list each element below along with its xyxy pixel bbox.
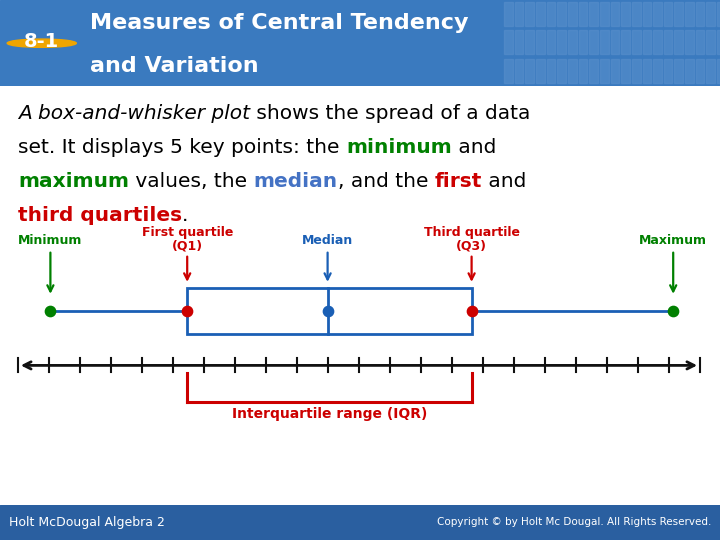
- Bar: [717, 30, 720, 55]
- Bar: [621, 59, 630, 83]
- Bar: [685, 59, 694, 83]
- Point: [181, 306, 193, 315]
- Bar: [579, 59, 588, 83]
- Text: (Q3): (Q3): [456, 240, 487, 253]
- Bar: [600, 30, 608, 55]
- Text: Maximum: Maximum: [639, 234, 707, 247]
- Bar: [579, 2, 588, 26]
- Text: .: .: [182, 206, 189, 225]
- Bar: [664, 59, 672, 83]
- Bar: [568, 59, 577, 83]
- Bar: [557, 59, 566, 83]
- Bar: [504, 59, 513, 83]
- Bar: [536, 30, 544, 55]
- Bar: [611, 30, 619, 55]
- Text: and: and: [482, 172, 526, 191]
- Point: [667, 306, 679, 315]
- Bar: [504, 30, 513, 55]
- Bar: [706, 2, 715, 26]
- Text: Third quartile: Third quartile: [423, 226, 520, 239]
- Text: maximum: maximum: [18, 172, 129, 191]
- Bar: [706, 30, 715, 55]
- Bar: [675, 2, 683, 26]
- Text: , and the: , and the: [338, 172, 434, 191]
- Bar: [546, 30, 555, 55]
- Text: Interquartile range (IQR): Interquartile range (IQR): [232, 407, 427, 421]
- Bar: [664, 2, 672, 26]
- Bar: [611, 2, 619, 26]
- Bar: [717, 2, 720, 26]
- Bar: [187, 288, 472, 334]
- Bar: [653, 59, 662, 83]
- Bar: [504, 2, 513, 26]
- Text: minimum: minimum: [346, 138, 451, 157]
- Bar: [642, 2, 651, 26]
- Bar: [696, 30, 704, 55]
- Text: shows the spread of a data: shows the spread of a data: [250, 104, 531, 123]
- Bar: [696, 2, 704, 26]
- Bar: [546, 59, 555, 83]
- Bar: [621, 2, 630, 26]
- Text: set. It displays 5 key points: the: set. It displays 5 key points: the: [18, 138, 346, 157]
- Bar: [589, 2, 598, 26]
- Bar: [632, 30, 641, 55]
- Bar: [717, 59, 720, 83]
- Text: 8-1: 8-1: [24, 32, 59, 51]
- Bar: [664, 30, 672, 55]
- Bar: [536, 59, 544, 83]
- Bar: [653, 2, 662, 26]
- Text: A: A: [18, 104, 38, 123]
- Bar: [546, 2, 555, 26]
- Bar: [536, 2, 544, 26]
- Text: and: and: [451, 138, 496, 157]
- Text: third quartiles: third quartiles: [18, 206, 182, 225]
- Text: First quartile: First quartile: [142, 226, 233, 239]
- Bar: [568, 2, 577, 26]
- Bar: [600, 2, 608, 26]
- Bar: [589, 59, 598, 83]
- Bar: [611, 59, 619, 83]
- Bar: [706, 59, 715, 83]
- Bar: [526, 30, 534, 55]
- Bar: [526, 2, 534, 26]
- Circle shape: [7, 39, 76, 48]
- Bar: [642, 59, 651, 83]
- Bar: [675, 59, 683, 83]
- Bar: [685, 30, 694, 55]
- Bar: [557, 2, 566, 26]
- Text: first: first: [434, 172, 482, 191]
- Bar: [579, 30, 588, 55]
- Bar: [515, 59, 523, 83]
- Bar: [557, 30, 566, 55]
- Bar: [589, 30, 598, 55]
- Bar: [685, 2, 694, 26]
- Bar: [600, 59, 608, 83]
- Text: (Q1): (Q1): [171, 240, 203, 253]
- Text: and Variation: and Variation: [90, 56, 258, 76]
- Bar: [632, 59, 641, 83]
- Bar: [642, 30, 651, 55]
- Text: Measures of Central Tendency: Measures of Central Tendency: [90, 14, 469, 33]
- Text: values, the: values, the: [129, 172, 253, 191]
- Bar: [675, 30, 683, 55]
- Text: box-and-whisker plot: box-and-whisker plot: [38, 104, 250, 123]
- Text: Copyright © by Holt Mc Dougal. All Rights Reserved.: Copyright © by Holt Mc Dougal. All Right…: [437, 517, 711, 528]
- Text: Minimum: Minimum: [18, 234, 83, 247]
- Point: [466, 306, 477, 315]
- Bar: [653, 30, 662, 55]
- Text: Holt McDougal Algebra 2: Holt McDougal Algebra 2: [9, 516, 164, 529]
- Point: [45, 306, 56, 315]
- Text: Median: Median: [302, 234, 354, 247]
- Bar: [632, 2, 641, 26]
- Point: [322, 306, 333, 315]
- Bar: [621, 30, 630, 55]
- Bar: [696, 59, 704, 83]
- Text: median: median: [253, 172, 338, 191]
- Bar: [515, 2, 523, 26]
- Bar: [515, 30, 523, 55]
- Bar: [568, 30, 577, 55]
- Bar: [526, 59, 534, 83]
